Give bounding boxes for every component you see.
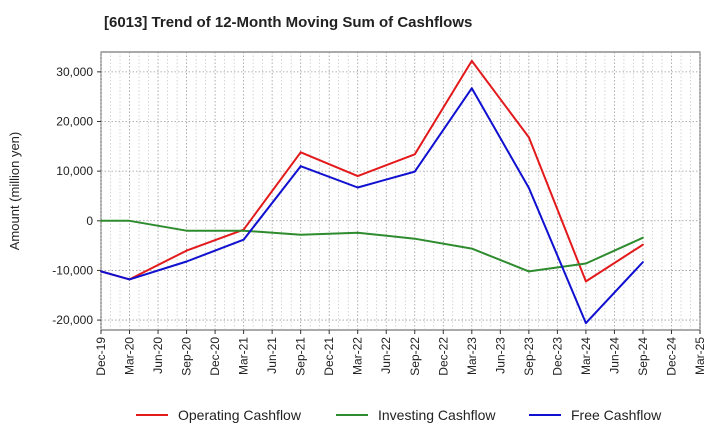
y-tick-label: 20,000 [56, 115, 93, 129]
x-tick-label: Dec-19 [94, 337, 108, 376]
data-point [642, 236, 644, 239]
data-point [585, 280, 587, 283]
x-tick-label: Jun-24 [607, 337, 621, 374]
y-tick-label: 30,000 [56, 65, 93, 79]
x-tick-label: Dec-20 [208, 337, 222, 376]
legend-label: Operating Cashflow [178, 407, 302, 423]
data-point [185, 229, 188, 232]
data-point [356, 175, 359, 178]
x-tick-label: Mar-22 [351, 337, 365, 375]
data-point [585, 322, 587, 324]
x-tick-label: Mar-20 [123, 337, 137, 375]
data-point [585, 262, 587, 265]
x-tick-label: Jun-21 [265, 337, 279, 374]
chart-title: [6013] Trend of 12-Month Moving Sum of C… [104, 14, 473, 31]
data-point [470, 87, 473, 90]
x-tick-label: Sep-21 [294, 337, 308, 376]
x-tick-label: Sep-23 [522, 337, 536, 376]
data-point [413, 237, 416, 240]
x-tick-label: Dec-23 [550, 337, 564, 376]
data-point [185, 260, 188, 263]
y-tick-label: -10,000 [52, 263, 93, 277]
y-tick-label: 0 [86, 214, 93, 228]
data-point [527, 136, 530, 139]
data-point [356, 231, 359, 234]
y-axis-label: Amount (million yen) [7, 132, 22, 251]
data-point [185, 249, 188, 252]
x-tick-label: Dec-24 [664, 337, 678, 376]
legend-label: Investing Cashflow [378, 407, 496, 423]
x-tick-label: Sep-24 [636, 337, 650, 376]
data-point [128, 278, 131, 281]
x-tick-label: Mar-24 [579, 337, 593, 375]
data-point [413, 153, 416, 156]
x-tick-label: Jun-20 [151, 337, 165, 374]
data-point [527, 270, 530, 273]
x-tick-label: Mar-25 [693, 337, 707, 375]
data-point [299, 151, 302, 154]
x-tick-label: Dec-21 [322, 337, 336, 376]
data-point [470, 247, 473, 250]
data-point [642, 243, 644, 246]
data-point [470, 60, 473, 62]
data-point [100, 219, 102, 222]
data-point [242, 229, 245, 232]
data-point [527, 187, 530, 189]
data-point [642, 261, 644, 263]
x-tick-label: Dec-22 [436, 337, 450, 376]
x-tick-label: Jun-23 [493, 337, 507, 374]
data-point [128, 219, 131, 222]
data-point [299, 233, 302, 236]
x-tick-label: Sep-20 [180, 337, 194, 376]
plot-area [100, 51, 701, 331]
data-point [413, 170, 416, 173]
legend-label: Free Cashflow [571, 407, 662, 423]
data-point [299, 165, 302, 168]
data-point [242, 238, 245, 241]
x-tick-label: Mar-23 [465, 337, 479, 375]
data-point [356, 186, 359, 189]
x-tick-label: Mar-21 [237, 337, 251, 375]
x-tick-label: Jun-22 [379, 337, 393, 374]
y-tick-label: -20,000 [52, 313, 93, 327]
data-point [100, 270, 102, 273]
y-tick-label: 10,000 [56, 164, 93, 178]
x-tick-label: Sep-22 [408, 337, 422, 376]
